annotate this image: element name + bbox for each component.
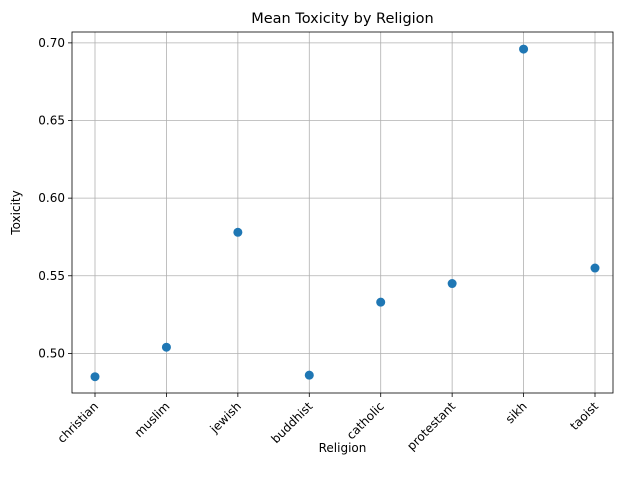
data-point: [590, 263, 600, 273]
plot-frame: [71, 31, 614, 394]
x-tick-label: buddhist: [268, 399, 315, 446]
x-tick-label: catholic: [344, 399, 387, 442]
data-point: [376, 297, 386, 307]
x-tick-label: jewish: [207, 399, 244, 436]
y-tick-label: 0.50: [38, 346, 65, 360]
x-tick-label: sikh: [503, 399, 530, 426]
grid: [72, 32, 613, 393]
x-tick-label: protestant: [404, 399, 458, 453]
chart-title: Mean Toxicity by Religion: [251, 11, 434, 27]
data-points: [90, 44, 600, 382]
data-point: [90, 372, 100, 382]
data-point: [519, 44, 529, 54]
y-tick-label: 0.70: [38, 36, 65, 50]
y-ticks: 0.50 0.55 0.60 0.65 0.70: [38, 36, 72, 360]
x-tick-label: christian: [55, 399, 101, 445]
x-tick-label: taoist: [567, 399, 601, 433]
x-tick-label: muslim: [132, 399, 173, 440]
y-axis-label: Toxicity: [9, 190, 23, 235]
data-point: [447, 279, 457, 289]
data-point: [304, 370, 314, 380]
data-point: [233, 227, 243, 237]
data-point: [161, 342, 171, 352]
x-axis-label: Religion: [319, 441, 367, 455]
y-tick-label: 0.55: [38, 269, 65, 283]
y-tick-label: 0.60: [38, 191, 65, 205]
y-tick-label: 0.65: [38, 114, 65, 128]
